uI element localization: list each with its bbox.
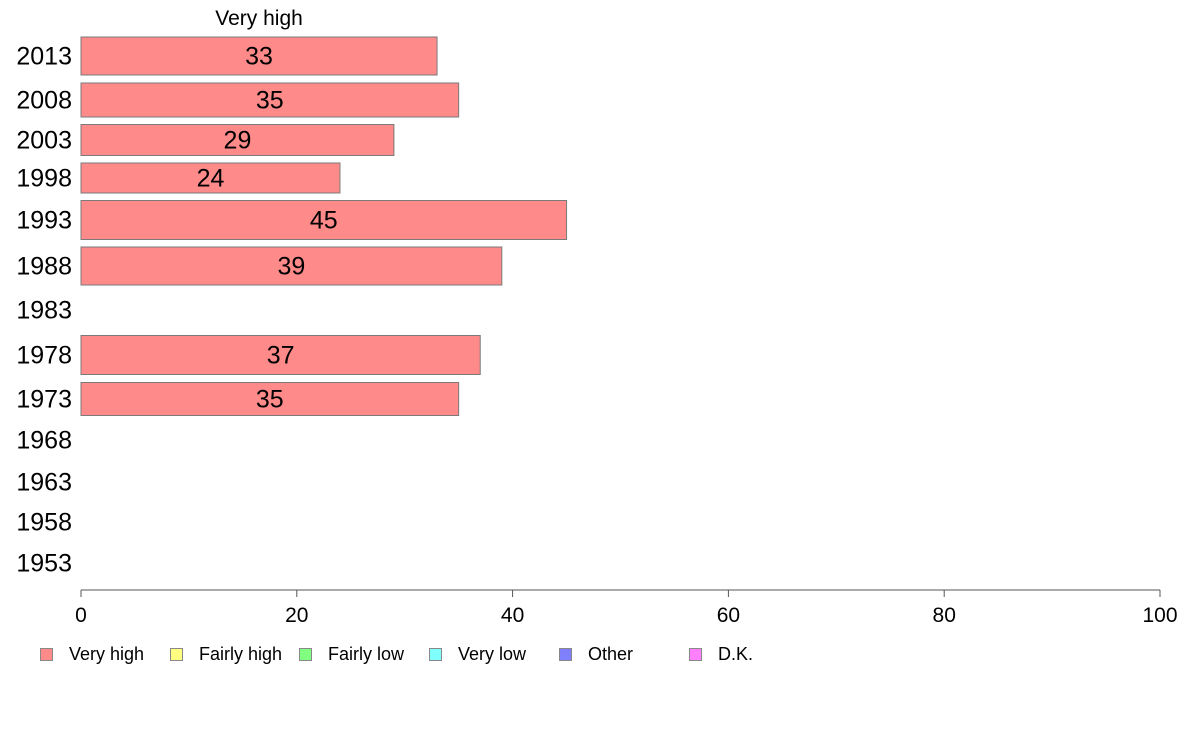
bar-value-label-2003: 29 — [224, 127, 252, 155]
legend-label: Very low — [458, 644, 527, 664]
category-label-1998: 1998 — [16, 165, 72, 193]
legend-swatch — [170, 648, 183, 661]
bar-value-label-1993: 45 — [310, 207, 338, 235]
legend-label: Other — [588, 644, 634, 664]
x-tick-label-0: 0 — [75, 604, 87, 627]
bar-1998 — [80, 162, 341, 194]
bar-value-label-1978: 37 — [267, 342, 295, 370]
x-axis: 0 20 40 60 80 100 — [75, 589, 1178, 627]
category-label-1963: 1963 — [16, 469, 72, 497]
legend-item-other: Other — [559, 644, 633, 665]
bar-2013 — [80, 36, 438, 76]
bar-value-label-2008: 35 — [256, 87, 284, 115]
series-header: Very high — [215, 7, 303, 30]
legend-swatch — [689, 648, 702, 661]
category-label-1953: 1953 — [16, 550, 72, 578]
bar-value-label-1988: 39 — [277, 253, 305, 281]
bar-value-label-2013: 33 — [245, 43, 273, 71]
legend-label: Fairly high — [199, 644, 283, 664]
category-label-2003: 2003 — [16, 127, 72, 155]
legend-label: Very high — [69, 644, 145, 664]
category-label-1968: 1968 — [16, 427, 72, 455]
legend-item-very-low: Very low — [429, 644, 526, 665]
x-tick-label-100: 100 — [1142, 604, 1177, 627]
category-label-1978: 1978 — [16, 342, 72, 370]
x-tick-label-40: 40 — [501, 604, 524, 627]
x-tick-label-20: 20 — [285, 604, 308, 627]
bar-2008 — [80, 82, 460, 118]
bar-1993 — [80, 200, 568, 240]
legend-item-d-k: D.K. — [689, 644, 753, 665]
legend-label: D.K. — [718, 644, 754, 664]
legend-item-very-high: Very high — [40, 644, 144, 665]
category-label-1993: 1993 — [16, 207, 72, 235]
bar-value-label-1973: 35 — [256, 386, 284, 414]
x-tick-label-80: 80 — [933, 604, 956, 627]
category-label-1988: 1988 — [16, 253, 72, 281]
bar-value-label-1998: 24 — [197, 165, 225, 193]
bar-1973 — [80, 382, 460, 416]
category-labels: 2013 2008 2003 1998 1993 1988 1983 1978 1973 1968… — [16, 43, 72, 578]
legend-swatch — [559, 648, 572, 661]
category-label-2008: 2008 — [16, 87, 72, 115]
bar-1978 — [80, 335, 481, 375]
category-label-1958: 1958 — [16, 509, 72, 537]
x-tick-label-60: 60 — [717, 604, 740, 627]
bar-1988 — [80, 246, 503, 286]
legend-item-fairly-low: Fairly low — [299, 644, 404, 665]
legend-item-fairly-high: Fairly high — [170, 644, 282, 665]
category-label-1983: 1983 — [16, 297, 72, 325]
legend-swatch — [429, 648, 442, 661]
legend-swatch — [40, 648, 53, 661]
bar-2003 — [80, 124, 395, 156]
category-label-1973: 1973 — [16, 386, 72, 414]
legend-swatch — [299, 648, 312, 661]
legend-label: Fairly low — [328, 644, 405, 664]
category-label-2013: 2013 — [16, 43, 72, 71]
